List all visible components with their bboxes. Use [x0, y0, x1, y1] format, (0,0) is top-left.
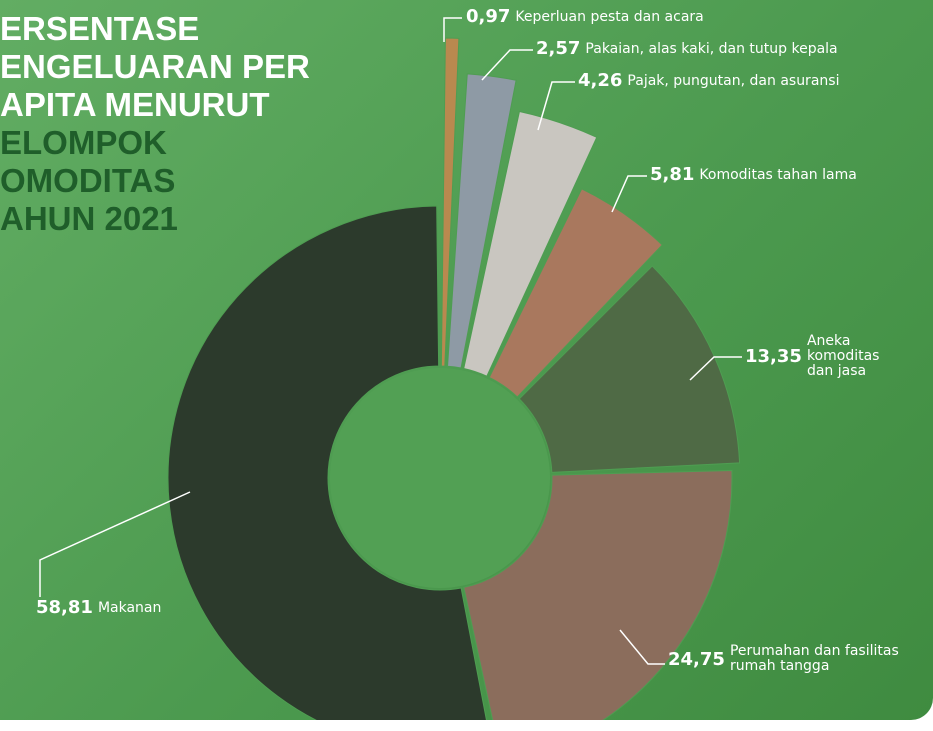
title-line: APITA MENURUT [0, 86, 270, 123]
leader-line [443, 17, 462, 42]
category-label: Perumahan dan fasilitas rumah tangga [729, 643, 899, 674]
value-label: 0,97 [466, 6, 511, 27]
leader-line [611, 175, 647, 213]
title-line: ERSENTASE [0, 10, 200, 47]
data-label: 4,26 Pajak, pungutan, dan asuransi [578, 70, 839, 91]
value-label: 5,81 [650, 164, 695, 185]
leader-line [689, 356, 742, 381]
value-label: 2,57 [536, 38, 581, 59]
title-line: ELOMPOK [0, 124, 167, 161]
value-label: 13,35 [745, 346, 802, 367]
data-label: 13,35 Aneka komoditas dan jasa [745, 334, 887, 379]
data-label: 2,57 Pakaian, alas kaki, dan tutup kepala [536, 38, 838, 59]
category-label: Pakaian, alas kaki, dan tutup kepala [585, 40, 838, 57]
leader-line [481, 49, 533, 81]
title-line: AHUN 2021 [0, 200, 178, 237]
pie-slice [447, 73, 517, 369]
value-label: 4,26 [578, 70, 623, 91]
data-label: 24,75 Perumahan dan fasilitas rumah tangg… [668, 644, 920, 674]
title-line: OMODITAS [0, 162, 176, 199]
leader-line [619, 629, 665, 665]
value-label: 58,81 [36, 597, 93, 618]
data-label: 5,81 Komoditas tahan lama [650, 164, 857, 185]
value-label: 24,75 [668, 648, 725, 670]
data-label: 0,97 Keperluan pesta dan acara [466, 6, 704, 27]
category-label: Makanan [97, 599, 162, 616]
leader-line [537, 81, 575, 131]
pie-slice [518, 265, 741, 473]
category-label: Pajak, pungutan, dan asuransi [627, 72, 840, 89]
leader-line [39, 491, 191, 597]
pie-slice [463, 469, 733, 720]
donut-hole [330, 368, 550, 588]
category-label: Keperluan pesta dan acara [515, 8, 704, 25]
category-label: Komoditas tahan lama [699, 166, 857, 183]
pie-slice [440, 37, 460, 367]
pie-slice [167, 205, 487, 720]
category-label: Aneka komoditas dan jasa [806, 333, 880, 379]
title-line: ENGELUARAN PER [0, 48, 310, 85]
pie-slice [463, 110, 598, 377]
data-label: 58,81 Makanan [36, 597, 161, 618]
pie-slice [488, 188, 663, 398]
